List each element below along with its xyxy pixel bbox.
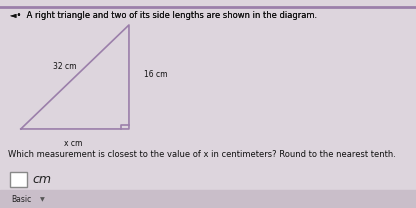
Text: x cm: x cm bbox=[64, 139, 82, 148]
Text: ◄•  A right triangle and two of its side lengths are shown in the diagram.: ◄• A right triangle and two of its side … bbox=[10, 11, 317, 20]
Text: ▼: ▼ bbox=[40, 197, 44, 202]
Bar bbox=[10, 172, 27, 187]
Text: 16 cm: 16 cm bbox=[144, 70, 167, 79]
Bar bbox=[0, 190, 416, 208]
Text: Which measurement is closest to the value of x in centimeters? Round to the near: Which measurement is closest to the valu… bbox=[8, 150, 396, 159]
Text: ◄•  A right triangle and two of its side lengths are shown in the diagram.: ◄• A right triangle and two of its side … bbox=[10, 11, 317, 20]
Text: 32 cm: 32 cm bbox=[53, 62, 76, 71]
Text: cm: cm bbox=[32, 173, 52, 186]
Text: Basic: Basic bbox=[12, 195, 32, 204]
